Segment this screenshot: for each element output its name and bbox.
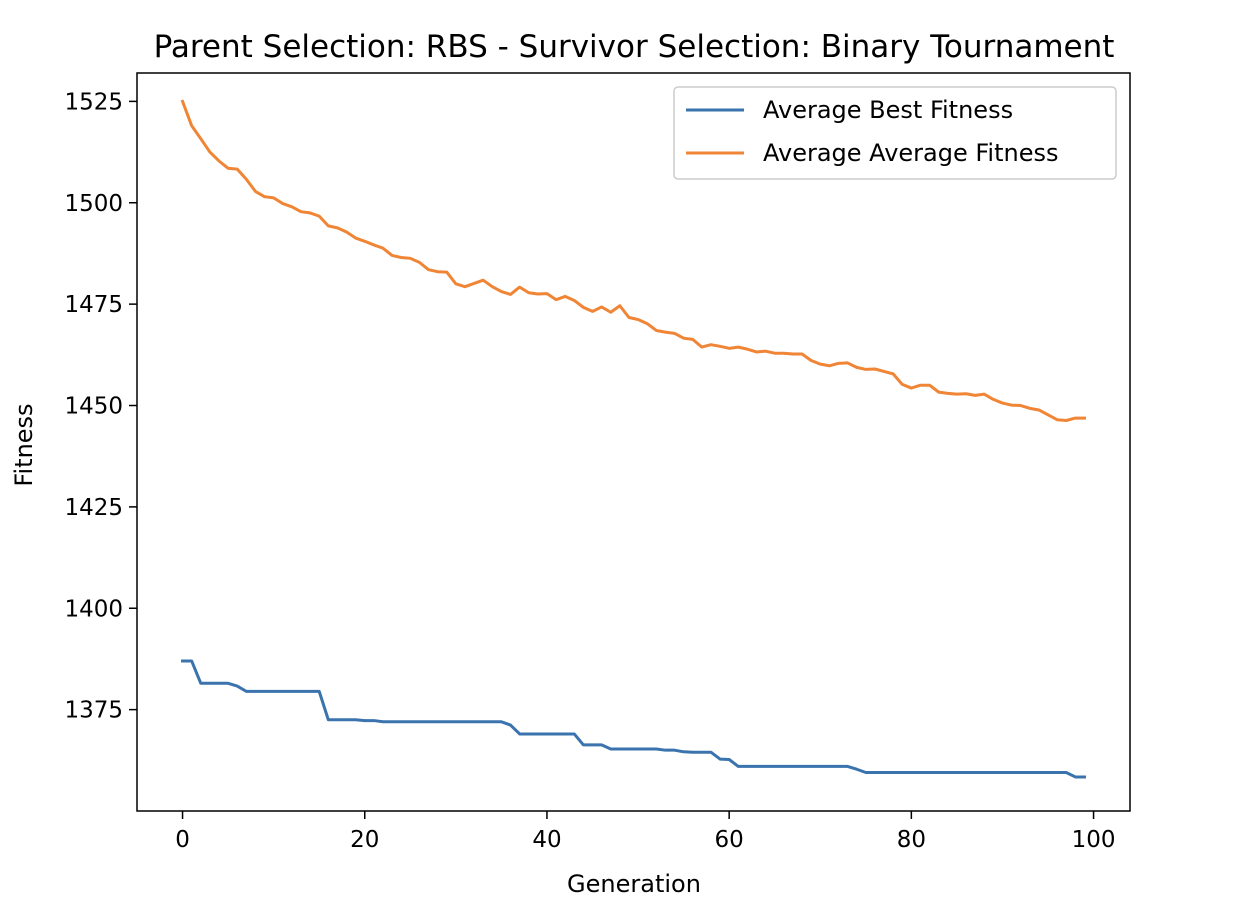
x-tick-label: 80 xyxy=(897,827,926,853)
y-tick-label: 1500 xyxy=(64,191,123,217)
legend-label-1: Average Average Fitness xyxy=(763,139,1059,167)
x-axis-label: Generation xyxy=(567,870,701,898)
y-axis-label: Fitness xyxy=(10,403,38,486)
axes-frame xyxy=(136,72,1131,812)
y-tick-label: 1475 xyxy=(64,292,123,318)
series-layer xyxy=(180,99,1086,779)
x-tick-label: 100 xyxy=(1072,827,1116,853)
y-axis-ticks: 1375 1400 1425 1450 1475 1500 1525 xyxy=(64,89,137,724)
chart-title: Parent Selection: RBS - Survivor Selecti… xyxy=(154,29,1115,65)
series-line-0 xyxy=(181,659,1086,779)
legend-label-0: Average Best Fitness xyxy=(763,96,1013,124)
y-tick-label: 1425 xyxy=(64,495,123,521)
x-tick-label: 0 xyxy=(175,827,190,853)
y-tick-label: 1525 xyxy=(64,89,123,115)
series-line-1 xyxy=(180,99,1086,423)
x-tick-label: 60 xyxy=(715,827,744,853)
legend-box xyxy=(673,86,1117,180)
x-tick-label: 20 xyxy=(350,827,379,853)
y-tick-label: 1450 xyxy=(64,394,123,420)
x-axis-ticks: 0 20 40 60 80 100 xyxy=(175,811,1116,853)
x-tick-label: 40 xyxy=(532,827,561,853)
y-tick-label: 1400 xyxy=(64,596,123,622)
plot-area xyxy=(136,72,1131,812)
legend: Average Best Fitness Average Average Fitn… xyxy=(673,86,1117,180)
y-tick-label: 1375 xyxy=(64,698,123,724)
